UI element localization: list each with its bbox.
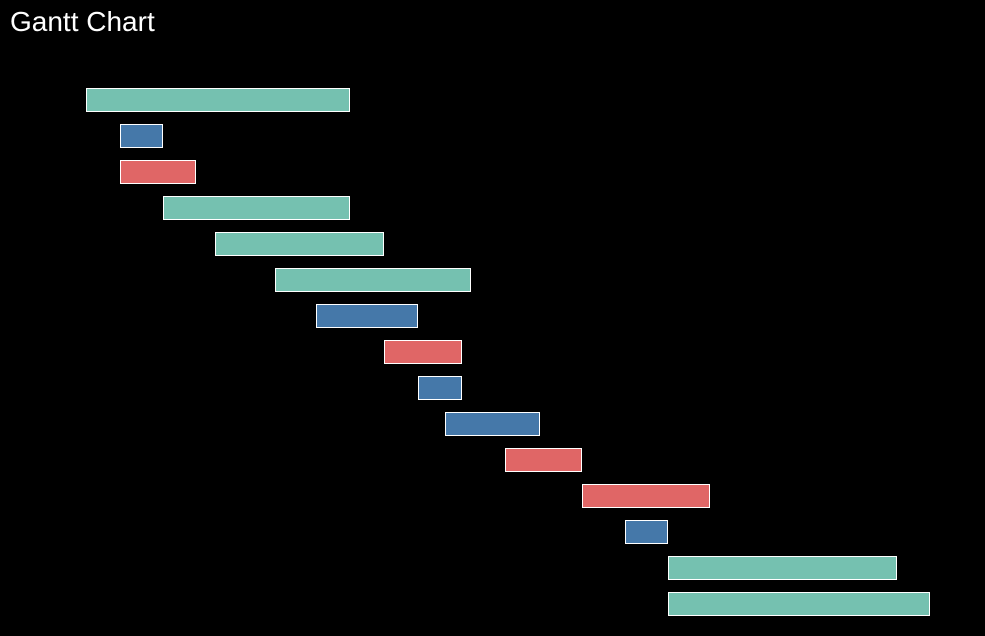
- gantt-bar: [582, 484, 710, 508]
- gantt-bar: [215, 232, 384, 256]
- gantt-bar: [505, 448, 582, 472]
- gantt-bar: [275, 268, 471, 292]
- gantt-bar: [418, 376, 462, 400]
- gantt-bar: [384, 340, 462, 364]
- gantt-bar: [120, 124, 163, 148]
- gantt-bar: [668, 556, 897, 580]
- gantt-bar: [668, 592, 930, 616]
- gantt-bar: [445, 412, 540, 436]
- gantt-plot-area: [0, 0, 985, 636]
- gantt-bar: [120, 160, 196, 184]
- gantt-bar: [625, 520, 668, 544]
- gantt-bar: [86, 88, 350, 112]
- gantt-bar: [163, 196, 350, 220]
- gantt-bar: [316, 304, 418, 328]
